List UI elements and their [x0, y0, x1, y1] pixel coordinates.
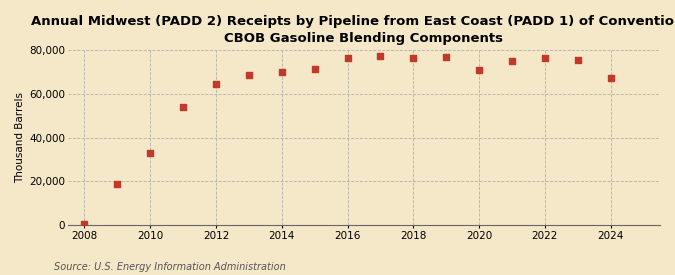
Point: [474, 68, 485, 72]
Point: [309, 67, 320, 71]
Point: [539, 56, 550, 60]
Title: Annual Midwest (PADD 2) Receipts by Pipeline from East Coast (PADD 1) of Convent: Annual Midwest (PADD 2) Receipts by Pipe…: [31, 15, 675, 45]
Point: [244, 73, 254, 78]
Point: [276, 70, 287, 75]
Point: [178, 105, 188, 109]
Point: [342, 56, 353, 60]
Point: [211, 82, 221, 86]
Point: [79, 222, 90, 226]
Y-axis label: Thousand Barrels: Thousand Barrels: [15, 92, 25, 183]
Point: [112, 182, 123, 186]
Point: [572, 58, 583, 62]
Point: [144, 151, 155, 155]
Text: Source: U.S. Energy Information Administration: Source: U.S. Energy Information Administ…: [54, 262, 286, 272]
Point: [408, 56, 418, 60]
Point: [605, 75, 616, 80]
Point: [506, 59, 517, 64]
Point: [441, 55, 452, 59]
Point: [375, 54, 386, 58]
